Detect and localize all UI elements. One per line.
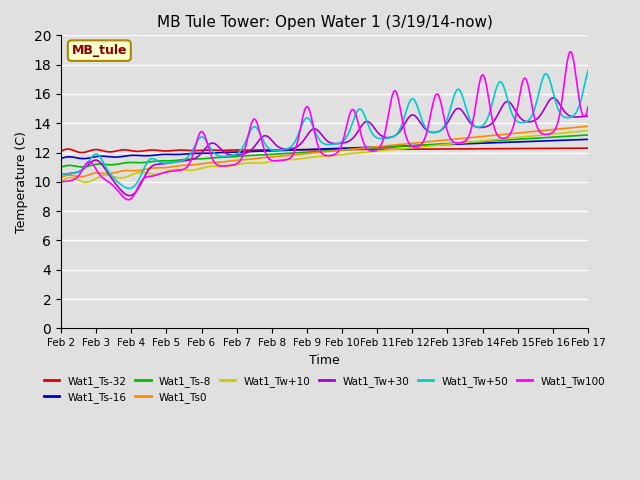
Wat1_Tw+10 (420, 144, 428, 149)
Wat1_Tw100 (125, 197, 132, 203)
Wat1_Ts-16 (468, 141, 476, 146)
Wat1_Tw+30 (126, 193, 134, 199)
Wat1_Tw100 (290, 151, 298, 156)
Wat1_Tw+30 (57, 172, 65, 178)
Wat1_Tw100 (111, 184, 118, 190)
Wat1_Tw100 (271, 158, 278, 164)
Wat1_Ts-16 (478, 140, 486, 146)
Wat1_Ts-16 (290, 147, 298, 153)
Wat1_Tw+10 (57, 179, 65, 185)
Wat1_Ts-32 (478, 146, 486, 152)
Legend: Wat1_Ts-32, Wat1_Ts-16, Wat1_Ts-8, Wat1_Ts0, Wat1_Tw+10, Wat1_Tw+30, Wat1_Tw+50,: Wat1_Ts-32, Wat1_Ts-16, Wat1_Ts-8, Wat1_… (40, 372, 609, 407)
Wat1_Tw+30 (111, 180, 118, 186)
Wat1_Ts-32 (290, 147, 298, 153)
Wat1_Ts-16 (584, 136, 592, 142)
Wat1_Ts-16 (111, 154, 119, 160)
Wat1_Tw+10 (584, 128, 592, 133)
Line: Wat1_Ts-16: Wat1_Ts-16 (61, 139, 588, 158)
Wat1_Tw100 (567, 49, 575, 55)
Line: Wat1_Ts-32: Wat1_Ts-32 (61, 148, 588, 153)
X-axis label: Time: Time (309, 354, 340, 367)
Wat1_Tw+50 (584, 68, 592, 73)
Wat1_Ts-16 (271, 148, 278, 154)
Wat1_Ts-32 (468, 146, 476, 152)
Wat1_Ts-8 (419, 142, 427, 148)
Wat1_Tw100 (584, 104, 592, 110)
Wat1_Tw100 (468, 120, 476, 126)
Wat1_Ts-16 (80, 156, 88, 161)
Wat1_Ts-32 (78, 150, 86, 156)
Wat1_Ts-32 (271, 147, 278, 153)
Wat1_Ts0 (57, 175, 65, 180)
Wat1_Tw+50 (125, 185, 133, 191)
Wat1_Tw+50 (420, 121, 428, 127)
Wat1_Ts-8 (468, 139, 476, 145)
Wat1_Ts-8 (270, 151, 278, 157)
Wat1_Ts0 (419, 139, 427, 145)
Wat1_Tw+30 (420, 124, 428, 130)
Wat1_Tw+10 (82, 180, 90, 185)
Wat1_Tw+50 (271, 147, 278, 153)
Wat1_Ts-8 (289, 150, 297, 156)
Wat1_Ts0 (270, 154, 278, 160)
Wat1_Tw+10 (290, 156, 298, 162)
Wat1_Tw+50 (57, 172, 65, 178)
Wat1_Ts-8 (111, 162, 118, 168)
Wat1_Ts-8 (584, 132, 592, 138)
Line: Wat1_Tw+30: Wat1_Tw+30 (61, 98, 588, 196)
Wat1_Tw+30 (549, 95, 557, 101)
Wat1_Ts-8 (57, 164, 65, 170)
Wat1_Tw+10 (478, 138, 486, 144)
Y-axis label: Temperature (C): Temperature (C) (15, 131, 28, 233)
Line: Wat1_Tw+10: Wat1_Tw+10 (61, 131, 588, 182)
Wat1_Ts0 (584, 123, 592, 129)
Line: Wat1_Tw100: Wat1_Tw100 (61, 52, 588, 200)
Wat1_Ts-8 (477, 139, 485, 144)
Wat1_Tw+50 (468, 121, 476, 127)
Wat1_Tw100 (57, 179, 65, 185)
Wat1_Ts0 (477, 133, 485, 139)
Wat1_Ts-16 (57, 156, 65, 161)
Wat1_Tw100 (478, 72, 486, 78)
Wat1_Ts-32 (111, 148, 119, 154)
Wat1_Tw+10 (271, 158, 278, 164)
Wat1_Tw+30 (271, 141, 278, 146)
Wat1_Ts-32 (584, 145, 592, 151)
Wat1_Ts0 (289, 152, 297, 158)
Wat1_Ts-32 (57, 148, 65, 154)
Wat1_Ts0 (468, 134, 476, 140)
Wat1_Tw+10 (111, 174, 119, 180)
Wat1_Tw+30 (468, 122, 476, 128)
Wat1_Ts-32 (420, 146, 428, 152)
Wat1_Tw100 (420, 139, 428, 144)
Wat1_Tw+30 (290, 145, 298, 151)
Title: MB Tule Tower: Open Water 1 (3/19/14-now): MB Tule Tower: Open Water 1 (3/19/14-now… (157, 15, 492, 30)
Wat1_Tw+50 (290, 141, 298, 147)
Line: Wat1_Ts-8: Wat1_Ts-8 (61, 135, 588, 167)
Wat1_Tw+50 (478, 123, 486, 129)
Text: MB_tule: MB_tule (72, 44, 127, 57)
Wat1_Tw+50 (111, 176, 118, 182)
Line: Wat1_Ts0: Wat1_Ts0 (61, 126, 588, 178)
Wat1_Ts-16 (420, 143, 428, 148)
Wat1_Tw+10 (468, 139, 476, 145)
Line: Wat1_Tw+50: Wat1_Tw+50 (61, 71, 588, 188)
Wat1_Ts0 (111, 170, 118, 176)
Wat1_Tw+30 (584, 113, 592, 119)
Wat1_Tw+30 (478, 124, 486, 130)
